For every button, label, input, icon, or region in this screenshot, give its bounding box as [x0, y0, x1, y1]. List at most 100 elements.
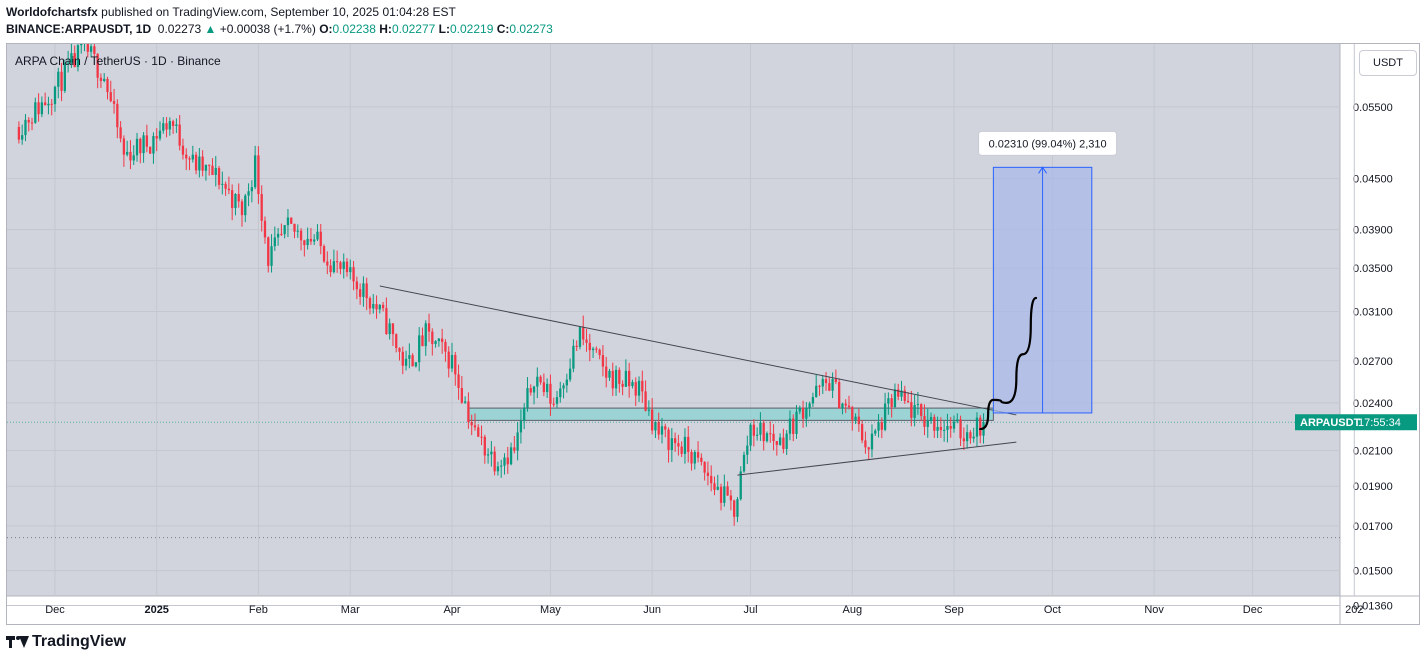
measure-arrow-head — [1038, 166, 1048, 174]
candle-body — [194, 154, 198, 171]
candle-body — [145, 135, 149, 147]
candle-body — [473, 425, 477, 428]
candle-body — [404, 358, 408, 366]
candle-body — [736, 499, 739, 517]
candle-body — [70, 53, 73, 63]
candle-body — [30, 122, 34, 124]
candle-body — [690, 451, 693, 464]
candle-body — [864, 440, 867, 448]
chart-pane[interactable]: 0.05500 0.04500 0.03900 0.03500 0.03100 0.027… — [6, 43, 1420, 625]
candle-body — [57, 71, 60, 87]
candle-body — [454, 354, 457, 375]
time-tick-label: Apr — [443, 604, 460, 616]
time-tick-label: Dec — [1243, 604, 1263, 616]
candle-body — [447, 351, 450, 369]
candle-body — [598, 349, 601, 356]
candle-body — [165, 123, 168, 130]
candle-body — [811, 397, 815, 404]
candle-body — [86, 44, 89, 52]
time-tick-label: Jul — [744, 604, 758, 616]
candle-body — [939, 426, 943, 431]
candle-body — [969, 432, 972, 439]
tradingview-logo-icon — [6, 636, 29, 648]
candle-body — [775, 441, 778, 445]
candle-body — [171, 121, 175, 126]
candle-body — [729, 495, 733, 501]
time-tick-label: Aug — [842, 604, 862, 616]
candle-body — [247, 191, 250, 196]
candle-body — [972, 436, 975, 439]
candle-body — [726, 486, 729, 496]
low-value: 0.02219 — [450, 22, 494, 36]
candle-body — [739, 471, 742, 500]
candle-body — [906, 400, 910, 403]
candle-body — [513, 447, 516, 451]
candle-body — [434, 341, 437, 345]
candle-body — [539, 376, 542, 383]
time-tick-label: 202 — [1345, 604, 1363, 616]
candle-body — [381, 304, 385, 309]
candle-body — [798, 407, 801, 412]
low-label: L: — [438, 22, 450, 36]
price-chart[interactable]: 0.05500 0.04500 0.03900 0.03500 0.03100 0.027… — [7, 44, 1419, 624]
candle-body — [244, 195, 247, 216]
candle-body — [319, 231, 322, 247]
candle-body — [322, 246, 326, 262]
candle-body — [388, 323, 391, 335]
candle-body — [821, 379, 824, 387]
candle-body — [276, 233, 280, 238]
candle-body — [503, 457, 506, 466]
candle-body — [116, 103, 119, 128]
candle-body — [444, 341, 447, 352]
candle-body — [60, 71, 63, 91]
currency-unit-button[interactable]: USDT — [1359, 50, 1417, 76]
candle-body — [923, 415, 926, 427]
candle-body — [519, 420, 523, 433]
candle-body — [526, 388, 529, 408]
candle-body — [181, 145, 185, 155]
candle-body — [559, 388, 562, 398]
candle-body — [549, 383, 552, 404]
candle-body — [608, 370, 611, 378]
candle-body — [785, 433, 788, 449]
candle-body — [424, 323, 427, 347]
close-value: 0.02273 — [509, 22, 553, 36]
candle-body — [483, 436, 486, 456]
ohlc-line: BINANCE:ARPAUSDT, 1D 0.02273 ▲ +0.00038 … — [6, 22, 553, 36]
candle-body — [815, 385, 818, 398]
last-price: 0.02273 — [157, 22, 202, 36]
candle-body — [880, 422, 883, 430]
candle-body — [857, 416, 860, 425]
candle-body — [463, 401, 467, 403]
candle-body — [565, 379, 568, 386]
candle-body — [723, 486, 726, 503]
candle-body — [421, 335, 424, 347]
candle-body — [772, 433, 775, 442]
time-axis — [7, 596, 1419, 624]
candle-body — [250, 187, 254, 192]
candle-body — [769, 433, 772, 435]
candle-body — [975, 417, 979, 437]
candle-body — [214, 168, 217, 175]
price-tick-label: 0.03100 — [1353, 307, 1393, 319]
candle-body — [316, 231, 319, 240]
candle-body — [313, 239, 316, 242]
candle-body — [719, 486, 723, 503]
candle-body — [126, 151, 129, 155]
candle-body — [142, 135, 145, 154]
candle-body — [634, 382, 637, 396]
candle-body — [368, 298, 372, 309]
candle-body — [920, 404, 923, 416]
candle-body — [673, 438, 677, 444]
candle-body — [614, 369, 618, 389]
price-change: +0.00038 (+1.7%) — [219, 22, 316, 36]
candle-body — [595, 348, 598, 350]
candle-body — [336, 261, 339, 263]
price-tick-label: 0.01360 — [1353, 601, 1393, 613]
candle-body — [582, 327, 585, 340]
candle-body — [296, 230, 299, 232]
descending-trendline — [379, 285, 1017, 416]
candle-body — [477, 427, 480, 437]
candle-body — [490, 451, 493, 455]
candle-body — [162, 123, 165, 131]
